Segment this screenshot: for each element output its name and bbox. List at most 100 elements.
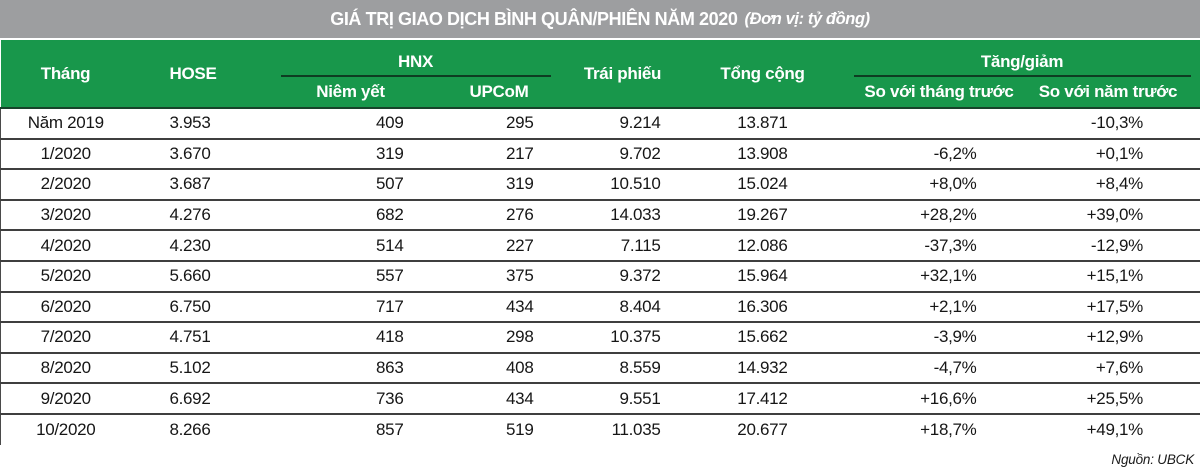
table-row: 3/2020 4.276 682 276 14.033 19.267 +28,2… [1, 200, 1200, 231]
col-header-bonds: Trái phiếu [553, 40, 693, 108]
table-unit-label: (Đơn vị: tỷ đồng) [744, 10, 869, 29]
cell-hnx-listed: 409 [256, 108, 416, 139]
cell-upcom: 434 [416, 383, 553, 414]
cell-month: 3/2020 [1, 200, 131, 231]
cell-total: 16.306 [693, 292, 833, 323]
table-row: 9/2020 6.692 736 434 9.551 17.412 +16,6%… [1, 383, 1200, 414]
cell-total: 14.932 [693, 353, 833, 384]
table-body: Năm 2019 3.953 409 295 9.214 13.871 -10,… [1, 108, 1200, 445]
cell-bonds: 9.702 [553, 139, 693, 170]
cell-change-mom: +16,6% [833, 383, 1016, 414]
cell-total: 15.662 [693, 322, 833, 353]
cell-month: 9/2020 [1, 383, 131, 414]
cell-hnx-listed: 863 [256, 353, 416, 384]
cell-hnx-listed: 418 [256, 322, 416, 353]
cell-upcom: 408 [416, 353, 553, 384]
cell-bonds: 11.035 [553, 414, 693, 445]
cell-bonds: 9.214 [553, 108, 693, 139]
cell-total: 19.267 [693, 200, 833, 231]
cell-hnx-listed: 319 [256, 139, 416, 170]
table-footer: Nguồn: UBCK [0, 445, 1200, 474]
cell-change-yoy: -12,9% [1016, 230, 1200, 261]
cell-hnx-listed: 857 [256, 414, 416, 445]
cell-change-yoy: +17,5% [1016, 292, 1200, 323]
cell-upcom: 276 [416, 200, 553, 231]
change-group-label: Tăng/giảm [981, 52, 1063, 72]
cell-hose: 3.687 [131, 169, 256, 200]
table-row: 5/2020 5.660 557 375 9.372 15.964 +32,1%… [1, 261, 1200, 292]
cell-total: 13.871 [693, 108, 833, 139]
cell-total: 13.908 [693, 139, 833, 170]
cell-month: 10/2020 [1, 414, 131, 445]
cell-hnx-listed: 717 [256, 292, 416, 323]
cell-change-yoy: +7,6% [1016, 353, 1200, 384]
table-title-bar: GIÁ TRỊ GIAO DỊCH BÌNH QUÂN/PHIÊN NĂM 20… [0, 0, 1200, 38]
cell-hose: 5.660 [131, 261, 256, 292]
col-header-hose: HOSE [131, 40, 256, 108]
cell-total: 15.964 [693, 261, 833, 292]
cell-bonds: 7.115 [553, 230, 693, 261]
table-row: 7/2020 4.751 418 298 10.375 15.662 -3,9%… [1, 322, 1200, 353]
table-header: Tháng HOSE HNX Trái phiếu Tổng cộng Tăng… [1, 40, 1200, 108]
table-row: Năm 2019 3.953 409 295 9.214 13.871 -10,… [1, 108, 1200, 139]
cell-month: 5/2020 [1, 261, 131, 292]
cell-hose: 4.751 [131, 322, 256, 353]
cell-upcom: 375 [416, 261, 553, 292]
cell-month: Năm 2019 [1, 108, 131, 139]
cell-hose: 4.276 [131, 200, 256, 231]
cell-bonds: 9.551 [553, 383, 693, 414]
cell-bonds: 8.559 [553, 353, 693, 384]
cell-change-mom: +28,2% [833, 200, 1016, 231]
cell-change-mom: +18,7% [833, 414, 1016, 445]
cell-change-mom [833, 108, 1016, 139]
cell-upcom: 519 [416, 414, 553, 445]
cell-hose: 4.230 [131, 230, 256, 261]
cell-upcom: 217 [416, 139, 553, 170]
col-header-month: Tháng [1, 40, 131, 108]
cell-change-yoy: +8,4% [1016, 169, 1200, 200]
cell-hose: 6.692 [131, 383, 256, 414]
cell-change-yoy: +15,1% [1016, 261, 1200, 292]
cell-total: 12.086 [693, 230, 833, 261]
col-header-change-mom: So với tháng trước [833, 77, 1016, 108]
cell-change-yoy: -10,3% [1016, 108, 1200, 139]
cell-bonds: 10.510 [553, 169, 693, 200]
cell-change-yoy: +49,1% [1016, 414, 1200, 445]
cell-month: 6/2020 [1, 292, 131, 323]
table-row: 10/2020 8.266 857 519 11.035 20.677 +18,… [1, 414, 1200, 445]
col-header-hnx-listed: Niêm yết [256, 77, 416, 108]
col-header-upcom: UPCoM [416, 77, 553, 108]
cell-hnx-listed: 557 [256, 261, 416, 292]
cell-total: 15.024 [693, 169, 833, 200]
col-header-total: Tổng cộng [693, 40, 833, 108]
cell-month: 1/2020 [1, 139, 131, 170]
cell-upcom: 227 [416, 230, 553, 261]
table-row: 8/2020 5.102 863 408 8.559 14.932 -4,7% … [1, 353, 1200, 384]
cell-hnx-listed: 514 [256, 230, 416, 261]
cell-change-mom: +32,1% [833, 261, 1016, 292]
cell-hnx-listed: 736 [256, 383, 416, 414]
table-title: GIÁ TRỊ GIAO DỊCH BÌNH QUÂN/PHIÊN NĂM 20… [330, 9, 737, 30]
cell-upcom: 298 [416, 322, 553, 353]
cell-upcom: 434 [416, 292, 553, 323]
cell-hnx-listed: 507 [256, 169, 416, 200]
cell-hose: 8.266 [131, 414, 256, 445]
cell-upcom: 295 [416, 108, 553, 139]
trading-value-table: Tháng HOSE HNX Trái phiếu Tổng cộng Tăng… [0, 40, 1200, 445]
cell-hose: 3.670 [131, 139, 256, 170]
cell-bonds: 9.372 [553, 261, 693, 292]
cell-hose: 5.102 [131, 353, 256, 384]
cell-upcom: 319 [416, 169, 553, 200]
cell-change-yoy: +0,1% [1016, 139, 1200, 170]
cell-bonds: 8.404 [553, 292, 693, 323]
cell-change-mom: -37,3% [833, 230, 1016, 261]
cell-month: 7/2020 [1, 322, 131, 353]
col-header-hnx-group: HNX [256, 40, 553, 77]
col-header-change-group: Tăng/giảm [833, 40, 1200, 77]
table-row: 4/2020 4.230 514 227 7.115 12.086 -37,3%… [1, 230, 1200, 261]
cell-bonds: 10.375 [553, 322, 693, 353]
cell-change-mom: +8,0% [833, 169, 1016, 200]
cell-change-mom: -6,2% [833, 139, 1016, 170]
cell-total: 17.412 [693, 383, 833, 414]
hnx-group-label: HNX [398, 52, 433, 72]
